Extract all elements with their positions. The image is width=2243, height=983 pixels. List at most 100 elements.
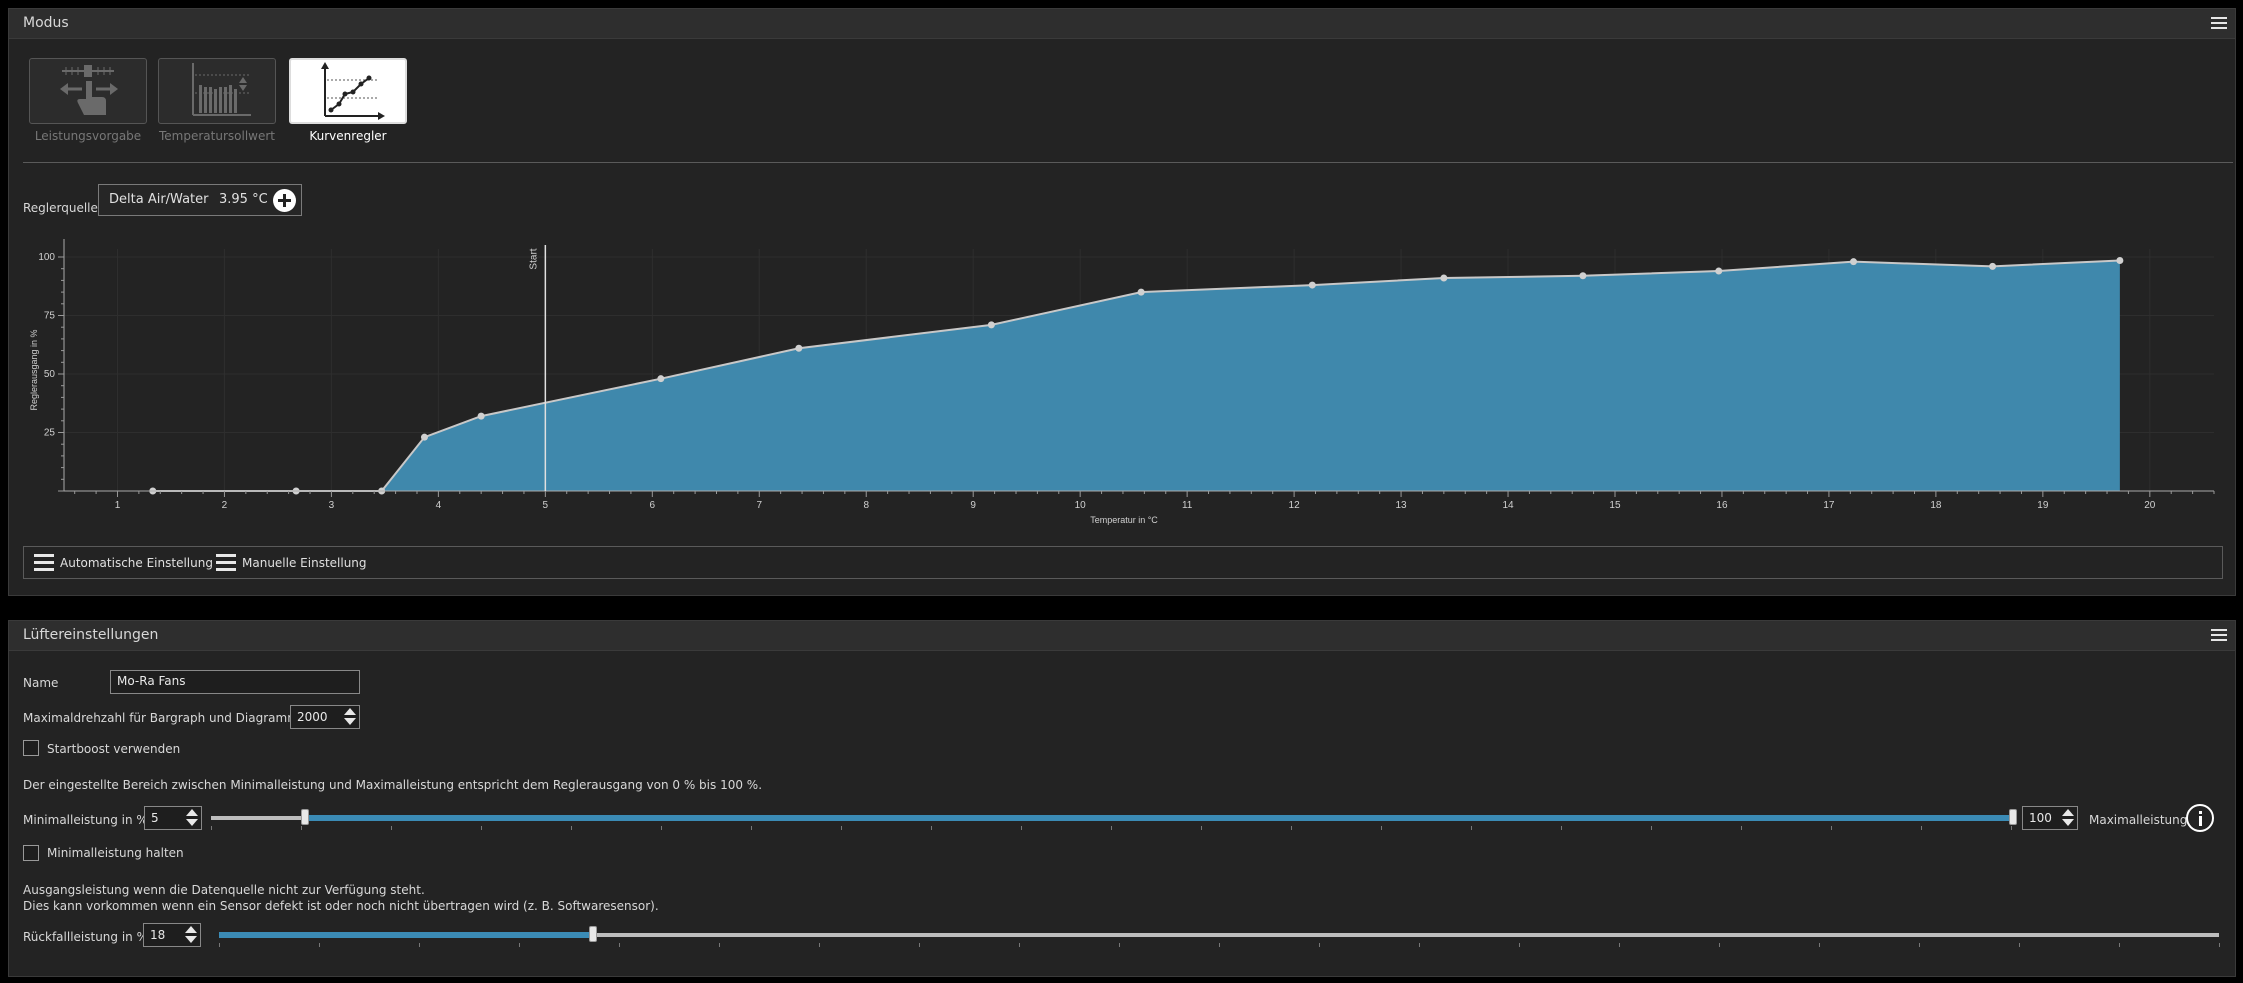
min-power-value: 5 bbox=[151, 811, 159, 825]
x-tick-label: 14 bbox=[1502, 500, 1514, 511]
curve-point[interactable] bbox=[1850, 258, 1858, 266]
fan-settings-title: Lüftereinstellungen bbox=[23, 627, 159, 643]
max-rpm-spinbox[interactable]: 2000 bbox=[290, 705, 360, 729]
min-power-label: Minimalleistung in % bbox=[23, 813, 148, 827]
start-marker-label: Start bbox=[528, 248, 539, 269]
curve-toolbar: Automatische Einstellung Manuelle Einste… bbox=[23, 546, 2223, 579]
name-label: Name bbox=[23, 676, 59, 690]
curve-point[interactable] bbox=[657, 375, 665, 383]
x-tick-label: 20 bbox=[2144, 500, 2156, 511]
max-power-spinbox[interactable]: 100 bbox=[2022, 806, 2078, 830]
mode-button-kurvenregler[interactable] bbox=[289, 58, 407, 124]
spin-down-icon[interactable] bbox=[186, 819, 198, 826]
slider-tick bbox=[1719, 943, 1720, 947]
slider-tick bbox=[1471, 826, 1472, 830]
slider-tick bbox=[1619, 943, 1620, 947]
curve-point[interactable] bbox=[1137, 288, 1145, 296]
fan-settings-menu-icon[interactable] bbox=[2211, 629, 2227, 642]
modus-title: Modus bbox=[23, 15, 69, 31]
modus-panel: Modus Leistungsvorgabe Temperatursollwer… bbox=[8, 8, 2236, 596]
fallback-label: Rückfallleistung in % bbox=[23, 930, 149, 944]
curve-point[interactable] bbox=[420, 433, 428, 441]
curve-point[interactable] bbox=[1579, 272, 1587, 280]
slider-tick bbox=[1381, 826, 1382, 830]
curve-point[interactable] bbox=[1308, 281, 1316, 289]
curve-point[interactable] bbox=[1440, 274, 1448, 282]
manual-power-icon bbox=[60, 65, 118, 115]
modus-menu-icon[interactable] bbox=[2211, 17, 2227, 30]
fallback-description-2: Dies kann vorkommen wenn ein Sensor defe… bbox=[23, 899, 659, 913]
source-value: 3.95 °C bbox=[219, 192, 268, 207]
slider-tick bbox=[919, 943, 920, 947]
x-tick-label: 11 bbox=[1182, 500, 1193, 511]
slider-tick bbox=[841, 826, 842, 830]
x-tick-label: 2 bbox=[222, 500, 228, 511]
curve-point[interactable] bbox=[1989, 262, 1997, 270]
x-tick-label: 6 bbox=[650, 500, 656, 511]
mode-button-temperatursollwert[interactable] bbox=[158, 58, 276, 124]
menu-icon bbox=[34, 554, 54, 572]
min-power-handle[interactable] bbox=[301, 809, 309, 825]
y-tick-label: 75 bbox=[44, 311, 56, 322]
slider-tick bbox=[1919, 943, 1920, 947]
fan-settings-panel: Lüftereinstellungen Name Mo-Ra Fans Maxi… bbox=[8, 620, 2236, 977]
slider-tick bbox=[2019, 943, 2020, 947]
mode-button-leistungsvorgabe[interactable] bbox=[29, 58, 147, 124]
source-label: Reglerquelle bbox=[23, 201, 98, 215]
slider-tick bbox=[931, 826, 932, 830]
fallback-track[interactable] bbox=[219, 933, 2219, 937]
min-power-spinbox[interactable]: 5 bbox=[144, 806, 202, 830]
x-tick-label: 15 bbox=[1609, 500, 1621, 511]
spin-down-icon[interactable] bbox=[185, 936, 197, 943]
source-selector[interactable]: Delta Air/Water 3.95 °C bbox=[98, 184, 302, 216]
spin-up-icon[interactable] bbox=[185, 926, 197, 933]
slider-tick bbox=[1831, 826, 1832, 830]
x-tick-label: 4 bbox=[436, 500, 442, 511]
slider-tick bbox=[719, 943, 720, 947]
fallback-description-1: Ausgangsleistung wenn die Datenquelle ni… bbox=[23, 883, 425, 897]
spin-down-icon[interactable] bbox=[2062, 819, 2074, 826]
slider-tick bbox=[1561, 826, 1562, 830]
info-icon[interactable] bbox=[2186, 804, 2214, 832]
max-power-handle[interactable] bbox=[2009, 809, 2017, 825]
slider-tick bbox=[319, 943, 320, 947]
add-source-icon[interactable] bbox=[273, 189, 296, 212]
spin-up-icon[interactable] bbox=[344, 708, 356, 715]
max-power-label: Maximalleistung bbox=[2089, 813, 2188, 827]
x-tick-label: 3 bbox=[329, 500, 335, 511]
fallback-spinbox[interactable]: 18 bbox=[143, 923, 201, 947]
modus-header: Modus bbox=[9, 9, 2235, 39]
slider-tick bbox=[2219, 943, 2220, 947]
slider-tick bbox=[1201, 826, 1202, 830]
slider-tick bbox=[1319, 943, 1320, 947]
min-hold-checkbox[interactable] bbox=[23, 845, 39, 861]
manual-setting-label: Manuelle Einstellung bbox=[242, 556, 367, 570]
slider-tick bbox=[519, 943, 520, 947]
spin-up-icon[interactable] bbox=[186, 809, 198, 816]
slider-tick bbox=[1119, 943, 1120, 947]
x-tick-label: 12 bbox=[1289, 500, 1301, 511]
spin-down-icon[interactable] bbox=[344, 718, 356, 725]
curve-point[interactable] bbox=[477, 412, 485, 420]
x-tick-label: 17 bbox=[1823, 500, 1835, 511]
curve-point[interactable] bbox=[1715, 267, 1723, 275]
slider-tick bbox=[481, 826, 482, 830]
mode-label-leistungsvorgabe: Leistungsvorgabe bbox=[34, 129, 142, 143]
curve-point[interactable] bbox=[2116, 257, 2124, 265]
x-tick-label: 1 bbox=[115, 500, 121, 511]
slider-tick bbox=[1111, 826, 1112, 830]
curve-controller-icon bbox=[321, 62, 385, 120]
menu-icon bbox=[216, 554, 236, 572]
curve-chart[interactable]: 1 2 3 4 5 6 7 8 9 10 11 12 13 14 15 16 17 18 19 20255075100… bbox=[9, 229, 2235, 539]
name-input[interactable]: Mo-Ra Fans bbox=[110, 670, 360, 694]
spin-up-icon[interactable] bbox=[2062, 809, 2074, 816]
slider-tick bbox=[1219, 943, 1220, 947]
slider-tick bbox=[1019, 943, 1020, 947]
curve-point[interactable] bbox=[795, 344, 803, 352]
curve-point[interactable] bbox=[987, 321, 995, 329]
slider-tick bbox=[211, 826, 212, 830]
y-tick-label: 50 bbox=[44, 369, 56, 380]
startboost-checkbox[interactable] bbox=[23, 740, 39, 756]
fallback-handle[interactable] bbox=[589, 926, 597, 942]
x-tick-label: 10 bbox=[1075, 500, 1087, 511]
